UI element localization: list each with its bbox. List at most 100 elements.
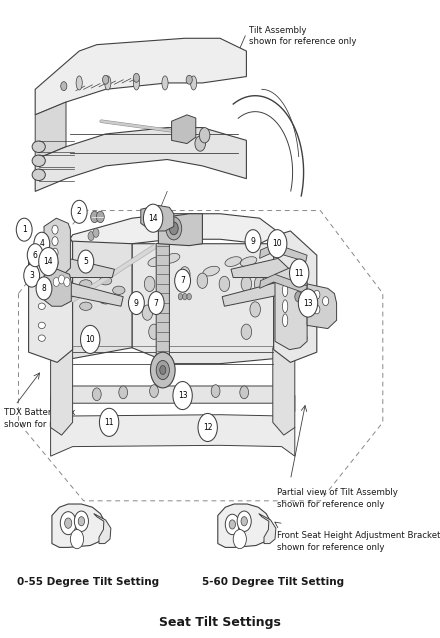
- Circle shape: [96, 211, 104, 223]
- Circle shape: [254, 276, 265, 292]
- Circle shape: [241, 324, 252, 339]
- Ellipse shape: [300, 281, 307, 287]
- Polygon shape: [68, 214, 278, 258]
- Circle shape: [195, 136, 205, 151]
- Circle shape: [16, 218, 32, 241]
- Circle shape: [52, 237, 58, 246]
- Circle shape: [249, 293, 253, 300]
- Polygon shape: [141, 205, 174, 231]
- Ellipse shape: [148, 256, 165, 267]
- Ellipse shape: [99, 277, 112, 285]
- Circle shape: [52, 258, 58, 267]
- Ellipse shape: [38, 303, 45, 309]
- Circle shape: [180, 267, 190, 282]
- Circle shape: [237, 511, 251, 531]
- Text: 7: 7: [180, 276, 185, 285]
- Text: 14: 14: [148, 214, 158, 223]
- Circle shape: [186, 75, 192, 84]
- Polygon shape: [132, 244, 275, 364]
- Text: 6: 6: [33, 251, 38, 260]
- Ellipse shape: [105, 76, 111, 90]
- Circle shape: [99, 408, 119, 436]
- Text: 3: 3: [29, 271, 34, 280]
- Ellipse shape: [38, 322, 45, 329]
- Circle shape: [78, 517, 84, 526]
- Circle shape: [268, 230, 287, 258]
- Polygon shape: [260, 244, 307, 262]
- Text: 10: 10: [272, 239, 282, 248]
- Circle shape: [65, 518, 72, 528]
- Circle shape: [178, 293, 183, 300]
- Polygon shape: [260, 274, 307, 293]
- Circle shape: [314, 305, 320, 314]
- Ellipse shape: [203, 266, 220, 276]
- Circle shape: [233, 530, 246, 549]
- Polygon shape: [51, 386, 295, 412]
- Circle shape: [211, 385, 220, 397]
- Circle shape: [173, 382, 192, 410]
- Circle shape: [143, 204, 163, 232]
- Polygon shape: [35, 38, 246, 115]
- Circle shape: [198, 413, 217, 441]
- Circle shape: [133, 73, 139, 82]
- Circle shape: [78, 250, 94, 273]
- Ellipse shape: [80, 279, 92, 288]
- Ellipse shape: [99, 295, 112, 304]
- Text: TDX Battery Box
shown for reference only: TDX Battery Box shown for reference only: [4, 408, 112, 429]
- Polygon shape: [222, 282, 291, 306]
- Circle shape: [92, 388, 101, 401]
- Circle shape: [74, 511, 88, 531]
- Ellipse shape: [282, 300, 288, 313]
- Text: Seat Tilt Settings: Seat Tilt Settings: [159, 616, 281, 628]
- Circle shape: [103, 75, 109, 84]
- Text: Front Seat Height Adjustment Bracket
shown for reference only: Front Seat Height Adjustment Bracket sho…: [277, 531, 440, 552]
- Polygon shape: [68, 241, 132, 359]
- Polygon shape: [55, 258, 114, 278]
- Ellipse shape: [225, 256, 242, 267]
- Text: 9: 9: [250, 237, 256, 246]
- Circle shape: [144, 276, 155, 292]
- Circle shape: [91, 211, 99, 223]
- Circle shape: [24, 264, 40, 287]
- Text: 10: 10: [85, 335, 95, 344]
- Circle shape: [240, 386, 249, 399]
- Polygon shape: [44, 218, 70, 276]
- Polygon shape: [35, 102, 66, 160]
- Polygon shape: [172, 115, 196, 144]
- Ellipse shape: [80, 264, 92, 272]
- Polygon shape: [51, 348, 73, 435]
- Polygon shape: [35, 128, 246, 191]
- Circle shape: [34, 232, 50, 255]
- Circle shape: [180, 385, 189, 397]
- Circle shape: [149, 324, 159, 339]
- Circle shape: [128, 292, 144, 315]
- Ellipse shape: [113, 286, 125, 294]
- Text: 12: 12: [203, 423, 213, 432]
- Text: 9: 9: [134, 299, 139, 308]
- Polygon shape: [274, 231, 317, 362]
- Circle shape: [250, 302, 260, 317]
- Circle shape: [52, 248, 58, 257]
- Polygon shape: [274, 241, 278, 359]
- Text: 11: 11: [104, 418, 114, 427]
- Text: 5-60 Degree Tilt Setting: 5-60 Degree Tilt Setting: [202, 577, 344, 587]
- Circle shape: [323, 297, 329, 306]
- Circle shape: [60, 512, 76, 535]
- Circle shape: [158, 276, 168, 292]
- Polygon shape: [55, 282, 123, 306]
- Polygon shape: [51, 415, 295, 456]
- Polygon shape: [94, 514, 111, 544]
- Circle shape: [175, 269, 191, 292]
- Polygon shape: [259, 514, 276, 544]
- Circle shape: [245, 230, 261, 253]
- Circle shape: [88, 232, 94, 241]
- Text: 0-55 Degree Tilt Setting: 0-55 Degree Tilt Setting: [17, 577, 159, 587]
- Text: 11: 11: [294, 269, 304, 278]
- Circle shape: [119, 386, 128, 399]
- Ellipse shape: [163, 253, 180, 263]
- Ellipse shape: [76, 76, 82, 90]
- Circle shape: [241, 276, 252, 292]
- Circle shape: [53, 278, 59, 286]
- Text: 5: 5: [83, 257, 88, 266]
- Circle shape: [199, 128, 210, 143]
